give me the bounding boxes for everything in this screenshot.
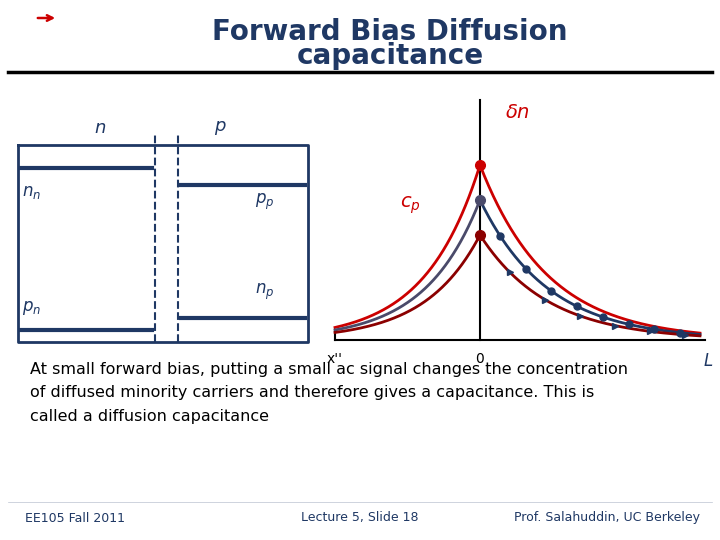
Text: EE105 Fall 2011: EE105 Fall 2011 [25,511,125,524]
Text: $c_p$: $c_p$ [400,194,420,216]
Text: Prof. Salahuddin, UC Berkeley: Prof. Salahuddin, UC Berkeley [514,511,700,524]
Text: $p_n$: $p_n$ [22,299,41,317]
Text: Forward Bias Diffusion: Forward Bias Diffusion [212,18,568,46]
Text: Lecture 5, Slide 18: Lecture 5, Slide 18 [301,511,419,524]
Text: $n_n$: $n_n$ [22,183,41,201]
Text: $L$: $L$ [703,352,713,370]
Text: x'': x'' [327,352,343,366]
Text: $p$: $p$ [214,119,226,137]
Text: capacitance: capacitance [297,42,484,70]
Text: $0$: $0$ [475,352,485,366]
Text: $n_p$: $n_p$ [255,282,274,302]
Text: $\delta n$: $\delta n$ [505,103,530,122]
Text: $p_p$: $p_p$ [255,192,274,212]
Text: $n$: $n$ [94,119,106,137]
Text: At small forward bias, putting a small ac signal changes the concentration
of di: At small forward bias, putting a small a… [30,362,628,424]
